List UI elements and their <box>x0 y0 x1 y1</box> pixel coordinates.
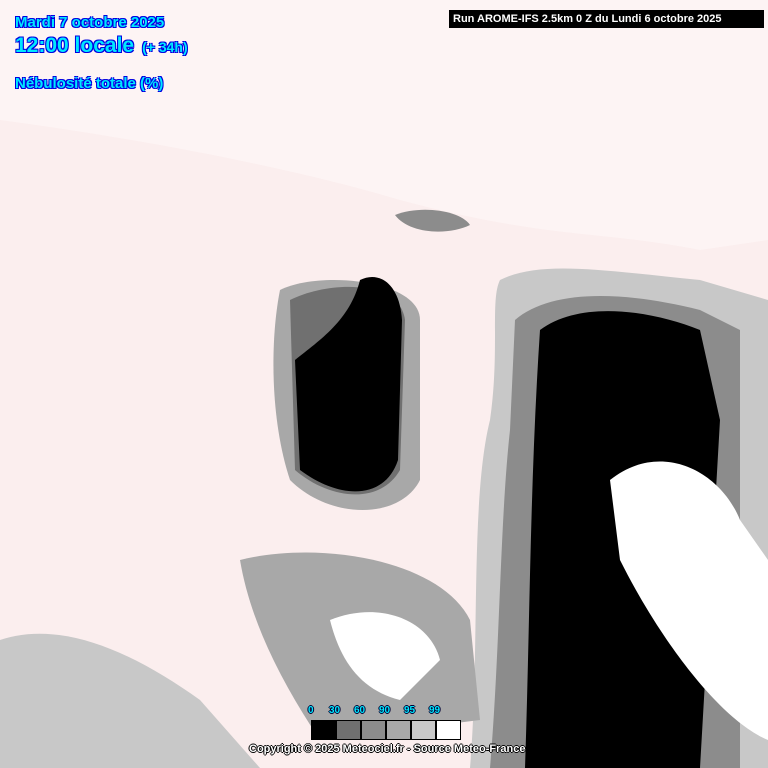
legend-swatch <box>436 720 461 740</box>
legend-label: 90 <box>379 705 391 716</box>
legend-swatch <box>361 720 386 740</box>
legend-swatch <box>386 720 411 740</box>
legend-swatch <box>411 720 436 740</box>
legend-label: 60 <box>354 705 366 716</box>
legend-label: 99 <box>429 705 441 716</box>
forecast-time-text: 12:00 locale <box>15 34 135 57</box>
forecast-date: Mardi 7 octobre 2025 <box>15 14 165 31</box>
forecast-time: 12:00 locale (+ 34h) <box>15 34 188 58</box>
legend-label: 95 <box>404 705 416 716</box>
legend-label: 30 <box>329 705 341 716</box>
run-info: Run AROME-IFS 2.5km 0 Z du Lundi 6 octob… <box>449 10 764 28</box>
legend-swatch <box>311 720 336 740</box>
copyright: Copyright © 2025 Meteociel.fr - Source M… <box>249 743 526 755</box>
legend-swatch <box>336 720 361 740</box>
legend-label: 0 <box>308 705 314 716</box>
parameter-title: Nébulosité totale (%) <box>15 75 164 92</box>
forecast-lead: (+ 34h) <box>142 39 188 55</box>
